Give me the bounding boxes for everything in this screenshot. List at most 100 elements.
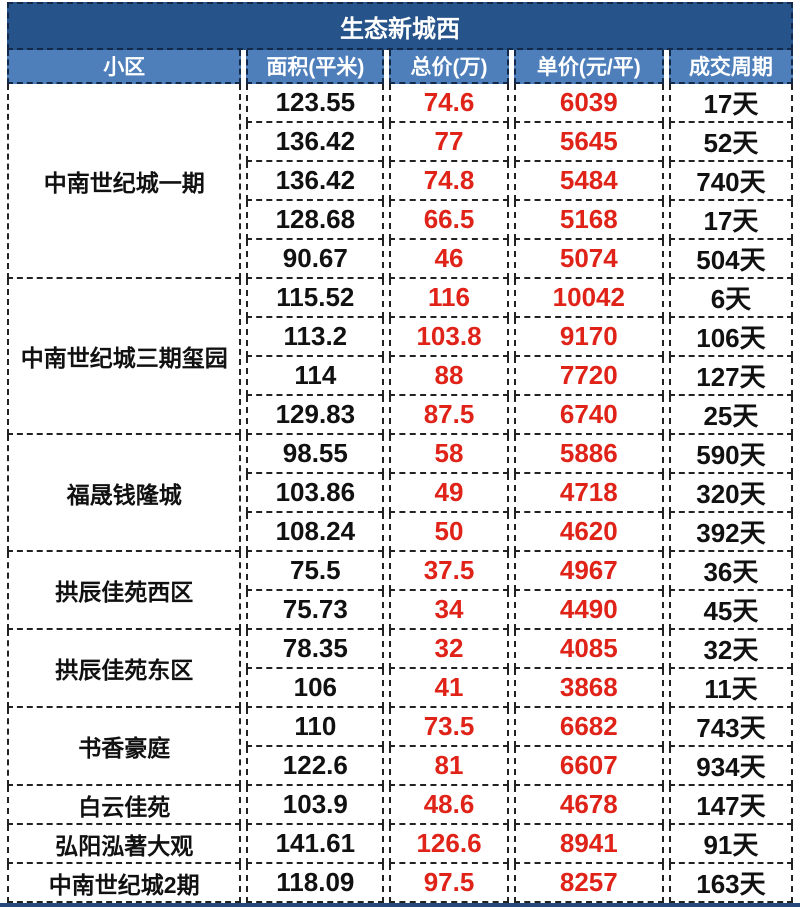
days-cell: 127天 — [668, 357, 793, 396]
community-cell: 拱辰佳苑东区 — [7, 630, 242, 708]
table-row: 福晟钱隆城 98.55 58 5886 590天 — [7, 435, 793, 552]
area-cell: 108.24 — [246, 513, 385, 552]
unit-price-cell: 7720 — [513, 357, 664, 396]
table-title: 生态新城西 — [7, 2, 793, 50]
area-cell: 90.67 — [246, 240, 385, 279]
unit-price-cell: 4967 — [513, 552, 664, 591]
total-price-cell: 46 — [389, 240, 509, 279]
community-cell: 书香豪庭 — [7, 708, 242, 786]
area-cell: 78.35 — [246, 630, 385, 669]
table-row: 拱辰佳苑东区 78.35 32 4085 32天 — [7, 630, 793, 708]
total-price-cell: 34 — [389, 591, 509, 630]
community-cell: 中南世纪城一期 — [7, 84, 242, 279]
unit-price-cell: 5645 — [513, 123, 664, 162]
unit-price-cell: 9170 — [513, 318, 664, 357]
column-header-4: 成交周期 — [668, 50, 793, 84]
column-header-2: 总价(万) — [389, 50, 509, 84]
days-cell: 743天 — [668, 708, 793, 747]
table-row: 白云佳苑 103.9 48.6 4678 147天 — [7, 786, 793, 825]
total-price-cell: 126.6 — [389, 825, 509, 864]
days-cell: 504天 — [668, 240, 793, 279]
area-cell: 122.6 — [246, 747, 385, 786]
days-cell: 147天 — [668, 786, 793, 825]
table-row: 中南世纪城2期 118.09 97.5 8257 163天 — [7, 864, 793, 903]
table-row: 106 41 3868 11天 — [7, 669, 793, 708]
total-price-cell: 41 — [389, 669, 509, 708]
table-row: 113.2 103.8 9170 106天 — [7, 318, 793, 357]
total-price-cell: 74.8 — [389, 162, 509, 201]
unit-price-cell: 4085 — [513, 630, 664, 669]
total-price-cell: 58 — [389, 435, 509, 474]
unit-price-cell: 6682 — [513, 708, 664, 747]
unit-price-cell: 5886 — [513, 435, 664, 474]
area-cell: 141.61 — [246, 825, 385, 864]
days-cell: 25天 — [668, 396, 793, 435]
area-cell: 75.73 — [246, 591, 385, 630]
table-row: 108.24 50 4620 392天 — [7, 513, 793, 552]
unit-price-cell: 6607 — [513, 747, 664, 786]
total-price-cell: 37.5 — [389, 552, 509, 591]
community-cell: 福晟钱隆城 — [7, 435, 242, 552]
total-price-cell: 32 — [389, 630, 509, 669]
total-price-cell: 81 — [389, 747, 509, 786]
table-body: 中南世纪城一期 123.55 74.6 6039 17天 136.42 77 5645 52天 1… — [7, 84, 793, 903]
community-cell: 白云佳苑 — [7, 786, 242, 825]
days-cell: 11天 — [668, 669, 793, 708]
days-cell: 934天 — [668, 747, 793, 786]
area-cell: 114 — [246, 357, 385, 396]
column-header-0: 小区 — [7, 50, 242, 84]
days-cell: 17天 — [668, 84, 793, 123]
table-row: 103.86 49 4718 320天 — [7, 474, 793, 513]
table-row: 75.73 34 4490 45天 — [7, 591, 793, 630]
area-cell: 115.52 — [246, 279, 385, 318]
community-cell: 弘阳泓著大观 — [7, 825, 242, 864]
area-cell: 129.83 — [246, 396, 385, 435]
days-cell: 590天 — [668, 435, 793, 474]
unit-price-cell: 5074 — [513, 240, 664, 279]
unit-price-cell: 6039 — [513, 84, 664, 123]
table-row: 弘阳泓著大观 141.61 126.6 8941 91天 — [7, 825, 793, 864]
unit-price-cell: 5168 — [513, 201, 664, 240]
unit-price-cell: 5484 — [513, 162, 664, 201]
unit-price-cell: 4490 — [513, 591, 664, 630]
total-price-cell: 77 — [389, 123, 509, 162]
unit-price-cell: 8941 — [513, 825, 664, 864]
total-price-cell: 49 — [389, 474, 509, 513]
unit-price-cell: 4678 — [513, 786, 664, 825]
area-cell: 136.42 — [246, 123, 385, 162]
days-cell: 17天 — [668, 201, 793, 240]
unit-price-cell: 8257 — [513, 864, 664, 903]
table-row: 中南世纪城一期 123.55 74.6 6039 17天 — [7, 84, 793, 279]
total-price-cell: 103.8 — [389, 318, 509, 357]
days-cell: 6天 — [668, 279, 793, 318]
days-cell: 320天 — [668, 474, 793, 513]
days-cell: 32天 — [668, 630, 793, 669]
area-cell: 110 — [246, 708, 385, 747]
title-row: 生态新城西 — [7, 2, 793, 50]
days-cell: 740天 — [668, 162, 793, 201]
area-cell: 98.55 — [246, 435, 385, 474]
area-cell: 136.42 — [246, 162, 385, 201]
table-row: 129.83 87.5 6740 25天 — [7, 396, 793, 435]
column-header-1: 面积(平米) — [246, 50, 385, 84]
community-cell: 中南世纪城2期 — [7, 864, 242, 903]
table-row: 拱辰佳苑西区 75.5 37.5 4967 36天 — [7, 552, 793, 630]
table-row: 122.6 81 6607 934天 — [7, 747, 793, 786]
table-row: 90.67 46 5074 504天 — [7, 240, 793, 279]
area-cell: 103.9 — [246, 786, 385, 825]
days-cell: 163天 — [668, 864, 793, 903]
unit-price-cell: 6740 — [513, 396, 664, 435]
days-cell: 52天 — [668, 123, 793, 162]
days-cell: 392天 — [668, 513, 793, 552]
unit-price-cell: 3868 — [513, 669, 664, 708]
community-cell: 拱辰佳苑西区 — [7, 552, 242, 630]
days-cell: 91天 — [668, 825, 793, 864]
area-cell: 118.09 — [246, 864, 385, 903]
bottom-frame-bar — [0, 903, 800, 907]
area-cell: 106 — [246, 669, 385, 708]
unit-price-cell: 10042 — [513, 279, 664, 318]
total-price-cell: 97.5 — [389, 864, 509, 903]
unit-price-cell: 4718 — [513, 474, 664, 513]
